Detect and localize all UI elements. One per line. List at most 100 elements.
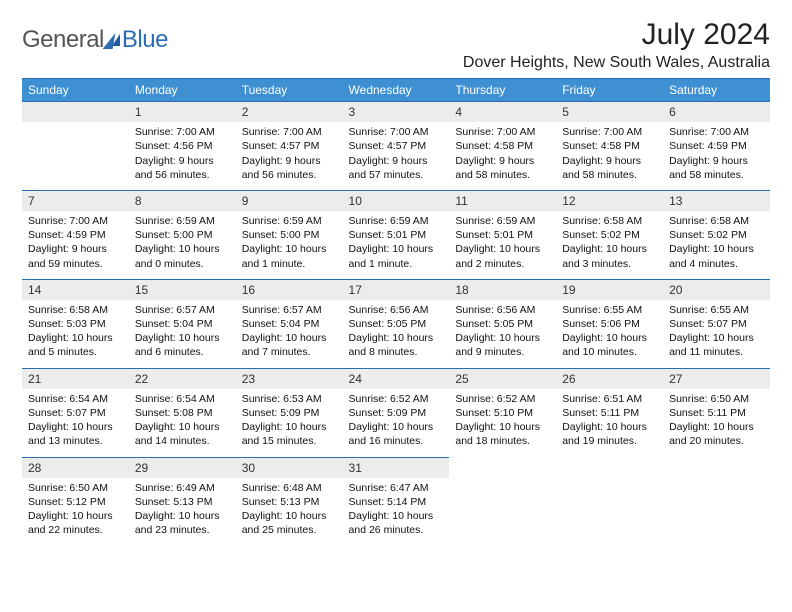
- calendar-cell: [449, 457, 556, 546]
- calendar-cell: 9Sunrise: 6:59 AMSunset: 5:00 PMDaylight…: [236, 190, 343, 279]
- day-body: Sunrise: 6:52 AMSunset: 5:09 PMDaylight:…: [343, 389, 450, 457]
- day-number: 24: [343, 368, 450, 389]
- day-number: 16: [236, 279, 343, 300]
- day-number: 19: [556, 279, 663, 300]
- calendar-cell: 8Sunrise: 6:59 AMSunset: 5:00 PMDaylight…: [129, 190, 236, 279]
- day-number: 6: [663, 101, 770, 122]
- day-body: Sunrise: 6:54 AMSunset: 5:08 PMDaylight:…: [129, 389, 236, 457]
- daylight-line: Daylight: 10 hours and 9 minutes.: [455, 331, 550, 359]
- calendar-cell: 11Sunrise: 6:59 AMSunset: 5:01 PMDayligh…: [449, 190, 556, 279]
- day-body: Sunrise: 7:00 AMSunset: 4:56 PMDaylight:…: [129, 122, 236, 190]
- weekday-header: Thursday: [449, 79, 556, 101]
- sunset-line: Sunset: 5:07 PM: [28, 406, 123, 420]
- day-number: 15: [129, 279, 236, 300]
- day-number: 9: [236, 190, 343, 211]
- brand-logo: General Blue: [22, 26, 168, 54]
- calendar-cell: 24Sunrise: 6:52 AMSunset: 5:09 PMDayligh…: [343, 368, 450, 457]
- sunrise-line: Sunrise: 6:53 AM: [242, 392, 337, 406]
- sunset-line: Sunset: 4:57 PM: [349, 139, 444, 153]
- calendar-cell: 29Sunrise: 6:49 AMSunset: 5:13 PMDayligh…: [129, 457, 236, 546]
- sunrise-line: Sunrise: 6:58 AM: [669, 214, 764, 228]
- calendar-body: 1Sunrise: 7:00 AMSunset: 4:56 PMDaylight…: [22, 101, 770, 545]
- daylight-line: Daylight: 10 hours and 1 minute.: [349, 242, 444, 270]
- sunrise-line: Sunrise: 6:59 AM: [242, 214, 337, 228]
- day-number: 3: [343, 101, 450, 122]
- day-body: Sunrise: 7:00 AMSunset: 4:59 PMDaylight:…: [22, 211, 129, 279]
- daylight-line: Daylight: 10 hours and 26 minutes.: [349, 509, 444, 537]
- sunrise-line: Sunrise: 6:57 AM: [135, 303, 230, 317]
- calendar-cell: 30Sunrise: 6:48 AMSunset: 5:13 PMDayligh…: [236, 457, 343, 546]
- day-body: Sunrise: 6:50 AMSunset: 5:12 PMDaylight:…: [22, 478, 129, 546]
- sunrise-line: Sunrise: 6:59 AM: [135, 214, 230, 228]
- day-body: Sunrise: 7:00 AMSunset: 4:58 PMDaylight:…: [556, 122, 663, 190]
- calendar-cell: [663, 457, 770, 546]
- sunrise-line: Sunrise: 7:00 AM: [349, 125, 444, 139]
- sunset-line: Sunset: 4:57 PM: [242, 139, 337, 153]
- sunrise-line: Sunrise: 6:59 AM: [349, 214, 444, 228]
- sunset-line: Sunset: 5:07 PM: [669, 317, 764, 331]
- weekday-header: Sunday: [22, 79, 129, 101]
- calendar-cell: 16Sunrise: 6:57 AMSunset: 5:04 PMDayligh…: [236, 279, 343, 368]
- sunset-line: Sunset: 4:56 PM: [135, 139, 230, 153]
- calendar-row: 7Sunrise: 7:00 AMSunset: 4:59 PMDaylight…: [22, 190, 770, 279]
- day-body: Sunrise: 6:59 AMSunset: 5:01 PMDaylight:…: [343, 211, 450, 279]
- daylight-line: Daylight: 9 hours and 58 minutes.: [455, 154, 550, 182]
- sunrise-line: Sunrise: 6:59 AM: [455, 214, 550, 228]
- calendar-cell: 4Sunrise: 7:00 AMSunset: 4:58 PMDaylight…: [449, 101, 556, 190]
- day-body: Sunrise: 6:53 AMSunset: 5:09 PMDaylight:…: [236, 389, 343, 457]
- day-body: Sunrise: 6:58 AMSunset: 5:03 PMDaylight:…: [22, 300, 129, 368]
- day-body: Sunrise: 7:00 AMSunset: 4:58 PMDaylight:…: [449, 122, 556, 190]
- sunrise-line: Sunrise: 6:47 AM: [349, 481, 444, 495]
- day-number: 2: [236, 101, 343, 122]
- sunset-line: Sunset: 4:58 PM: [562, 139, 657, 153]
- day-number: 8: [129, 190, 236, 211]
- calendar-cell: 22Sunrise: 6:54 AMSunset: 5:08 PMDayligh…: [129, 368, 236, 457]
- sunset-line: Sunset: 5:04 PM: [242, 317, 337, 331]
- daylight-line: Daylight: 9 hours and 59 minutes.: [28, 242, 123, 270]
- sunrise-line: Sunrise: 7:00 AM: [135, 125, 230, 139]
- calendar-cell: 23Sunrise: 6:53 AMSunset: 5:09 PMDayligh…: [236, 368, 343, 457]
- sunrise-line: Sunrise: 6:56 AM: [349, 303, 444, 317]
- daylight-line: Daylight: 10 hours and 22 minutes.: [28, 509, 123, 537]
- daylight-line: Daylight: 10 hours and 20 minutes.: [669, 420, 764, 448]
- sunrise-line: Sunrise: 6:50 AM: [669, 392, 764, 406]
- sunset-line: Sunset: 5:05 PM: [349, 317, 444, 331]
- day-number: 25: [449, 368, 556, 389]
- daylight-line: Daylight: 9 hours and 58 minutes.: [669, 154, 764, 182]
- daylight-line: Daylight: 10 hours and 18 minutes.: [455, 420, 550, 448]
- daylight-line: Daylight: 10 hours and 14 minutes.: [135, 420, 230, 448]
- sunrise-line: Sunrise: 6:58 AM: [562, 214, 657, 228]
- sunrise-line: Sunrise: 6:56 AM: [455, 303, 550, 317]
- daylight-line: Daylight: 10 hours and 3 minutes.: [562, 242, 657, 270]
- sunset-line: Sunset: 5:04 PM: [135, 317, 230, 331]
- day-number: 13: [663, 190, 770, 211]
- brand-sail-icon: [102, 33, 115, 49]
- day-body: Sunrise: 6:57 AMSunset: 5:04 PMDaylight:…: [236, 300, 343, 368]
- daylight-line: Daylight: 10 hours and 15 minutes.: [242, 420, 337, 448]
- day-number: 28: [22, 457, 129, 478]
- sunrise-line: Sunrise: 6:54 AM: [28, 392, 123, 406]
- day-body: Sunrise: 6:59 AMSunset: 5:01 PMDaylight:…: [449, 211, 556, 279]
- calendar-cell: 5Sunrise: 7:00 AMSunset: 4:58 PMDaylight…: [556, 101, 663, 190]
- calendar-row: 14Sunrise: 6:58 AMSunset: 5:03 PMDayligh…: [22, 279, 770, 368]
- sunrise-line: Sunrise: 6:49 AM: [135, 481, 230, 495]
- day-number: 29: [129, 457, 236, 478]
- day-body: Sunrise: 7:00 AMSunset: 4:57 PMDaylight:…: [343, 122, 450, 190]
- sunset-line: Sunset: 5:00 PM: [135, 228, 230, 242]
- calendar-cell: 15Sunrise: 6:57 AMSunset: 5:04 PMDayligh…: [129, 279, 236, 368]
- day-body: Sunrise: 6:56 AMSunset: 5:05 PMDaylight:…: [449, 300, 556, 368]
- calendar-cell: 14Sunrise: 6:58 AMSunset: 5:03 PMDayligh…: [22, 279, 129, 368]
- daylight-line: Daylight: 10 hours and 11 minutes.: [669, 331, 764, 359]
- sunrise-line: Sunrise: 6:48 AM: [242, 481, 337, 495]
- daylight-line: Daylight: 10 hours and 4 minutes.: [669, 242, 764, 270]
- sunset-line: Sunset: 5:00 PM: [242, 228, 337, 242]
- day-number: 23: [236, 368, 343, 389]
- day-body: Sunrise: 6:59 AMSunset: 5:00 PMDaylight:…: [129, 211, 236, 279]
- sunrise-line: Sunrise: 6:54 AM: [135, 392, 230, 406]
- sunrise-line: Sunrise: 6:57 AM: [242, 303, 337, 317]
- day-number: 22: [129, 368, 236, 389]
- calendar-cell: 26Sunrise: 6:51 AMSunset: 5:11 PMDayligh…: [556, 368, 663, 457]
- daylight-line: Daylight: 10 hours and 8 minutes.: [349, 331, 444, 359]
- brand-part2: Blue: [122, 26, 168, 54]
- sunrise-line: Sunrise: 7:00 AM: [455, 125, 550, 139]
